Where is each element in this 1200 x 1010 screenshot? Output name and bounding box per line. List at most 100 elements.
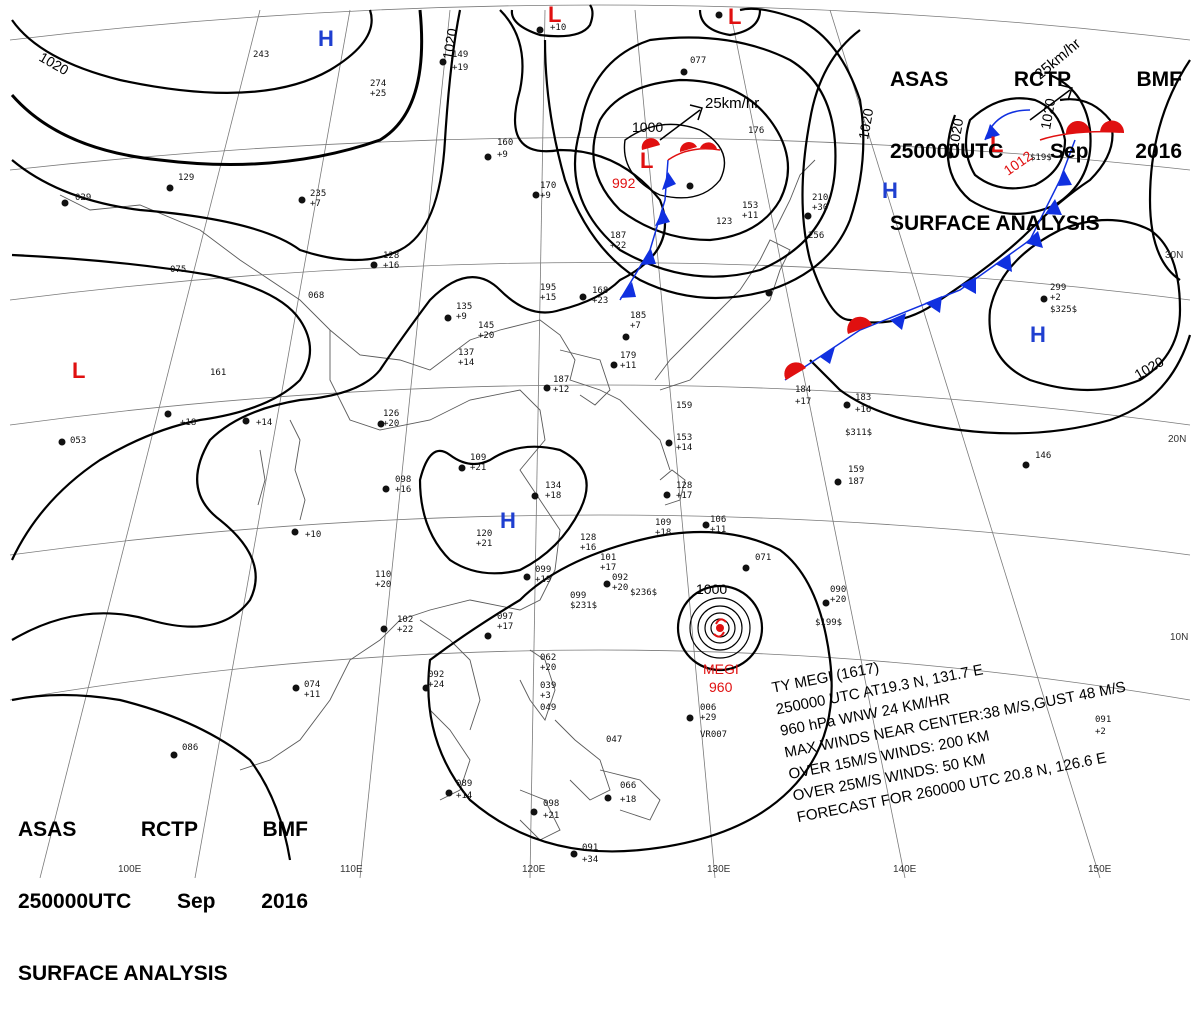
svg-text:+18: +18 [545, 491, 561, 501]
analysis-year: 2016 [1135, 140, 1182, 163]
warm-front-semicircle [1100, 120, 1125, 133]
lon-label: 150E [1088, 864, 1112, 875]
svg-text:129: 129 [178, 173, 194, 183]
svg-text:+20: +20 [383, 419, 399, 429]
svg-text:029: 029 [75, 193, 91, 203]
motion-speed-label: 25km/hr [705, 95, 759, 112]
low-center: L [640, 148, 653, 173]
svg-text:$231$: $231$ [570, 601, 597, 611]
cold-front-barb [890, 313, 906, 330]
motion-arrow [1029, 84, 1073, 121]
svg-text:+19: +19 [452, 63, 468, 73]
svg-text:179: 179 [620, 351, 636, 361]
analysis-time: 250000UTC [18, 890, 132, 913]
svg-text:+7: +7 [630, 321, 641, 331]
cold-front-barb [960, 277, 976, 294]
svg-text:+7: +7 [310, 199, 321, 209]
svg-text:128: 128 [383, 251, 399, 261]
agency-code: BMF [1136, 68, 1183, 91]
cold-front-barb [995, 254, 1012, 272]
isobar [801, 29, 1114, 324]
svg-text:092: 092 [612, 573, 628, 583]
svg-text:VR007: VR007 [700, 730, 727, 740]
svg-text:110: 110 [375, 570, 391, 580]
svg-text:075: 075 [170, 265, 186, 275]
isobar [573, 36, 837, 278]
cold-front-barb [655, 209, 670, 226]
isobar-label: 1020 [855, 107, 876, 141]
isobar [1148, 59, 1191, 281]
svg-text:126: 126 [383, 409, 399, 419]
svg-text:098: 098 [543, 799, 559, 809]
cold-front-barb [1025, 231, 1043, 248]
svg-text:+14: +14 [456, 791, 472, 801]
svg-text:+2: +2 [1095, 727, 1106, 737]
svg-text:195: 195 [540, 283, 556, 293]
svg-text:235: 235 [310, 189, 326, 199]
svg-text:168: 168 [592, 286, 608, 296]
svg-text:+10: +10 [305, 530, 321, 540]
svg-text:256: 256 [808, 231, 824, 241]
svg-text:159: 159 [676, 401, 692, 411]
isobar [418, 445, 588, 575]
svg-text:089: 089 [456, 779, 472, 789]
agency-code: RCTP [1013, 68, 1072, 91]
svg-text:+21: +21 [476, 539, 492, 549]
lon-label: 140E [893, 864, 917, 875]
time-line: 250000UTC Sep 2016 [18, 890, 308, 914]
lat-label: 20N [1168, 434, 1186, 445]
cold-front-barb [620, 282, 636, 298]
svg-text:+9: +9 [456, 312, 467, 322]
warm-front-semicircle [784, 362, 806, 380]
svg-text:+20: +20 [830, 595, 846, 605]
fronts [619, 109, 1125, 381]
isobar [11, 253, 311, 561]
motion-arrows [659, 84, 1073, 141]
isobar [623, 123, 726, 199]
svg-text:+9: +9 [540, 191, 551, 201]
svg-text:097: 097 [497, 612, 513, 622]
svg-text:049: 049 [540, 703, 556, 713]
isobar-label: 1000 [696, 581, 727, 597]
cold-front-barb [662, 172, 676, 190]
low-center: L [548, 2, 561, 27]
cold-front-barb [1058, 170, 1072, 186]
isobar-label: 1020 [945, 117, 966, 151]
svg-text:153: 153 [742, 201, 758, 211]
svg-text:+20: +20 [612, 583, 628, 593]
svg-text:+21: +21 [470, 463, 486, 473]
svg-text:092: 092 [428, 670, 444, 680]
svg-text:+11: +11 [304, 690, 320, 700]
svg-text:+16: +16 [395, 485, 411, 495]
svg-text:+30: +30 [812, 203, 828, 213]
pressure-centers: H H H H L L L L L [72, 2, 1046, 533]
svg-text:134: 134 [545, 481, 561, 491]
svg-text:091: 091 [1095, 715, 1111, 725]
svg-text:+16: +16 [383, 261, 399, 271]
svg-text:243: 243 [253, 50, 269, 60]
svg-text:+20: +20 [375, 580, 391, 590]
svg-text:149: 149 [452, 50, 468, 60]
svg-text:090: 090 [830, 585, 846, 595]
high-center: H [500, 508, 516, 533]
svg-text:109: 109 [655, 518, 671, 528]
isobar [988, 218, 1182, 392]
svg-text:$325$: $325$ [1050, 305, 1077, 315]
agency-line: ASAS RCTP BMF [18, 818, 308, 842]
svg-text:128: 128 [676, 481, 692, 491]
lat-label: 10N [1170, 632, 1188, 643]
svg-text:123: 123 [716, 217, 732, 227]
svg-text:137: 137 [458, 348, 474, 358]
agency-line: ASAS RCTP BMF [890, 68, 1182, 92]
svg-text:+25: +25 [370, 89, 386, 99]
isobar-label: 1000 [632, 119, 663, 135]
lat-lon-grid [9, 4, 1191, 878]
stationary-front-line [784, 139, 1076, 381]
svg-text:071: 071 [755, 553, 771, 563]
svg-text:+18: +18 [180, 418, 196, 428]
svg-text:077: 077 [690, 56, 706, 66]
svg-text:062: 062 [540, 653, 556, 663]
isobar-label: 1020 [37, 49, 72, 79]
high-center: H [882, 178, 898, 203]
cold-front-barb [925, 296, 942, 313]
